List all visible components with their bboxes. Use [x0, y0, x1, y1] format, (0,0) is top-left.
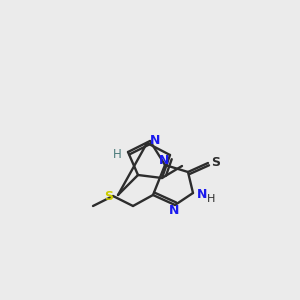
Text: S: S	[104, 190, 113, 202]
Text: N: N	[197, 188, 207, 200]
Text: H: H	[207, 194, 215, 204]
Text: N: N	[169, 205, 179, 218]
Text: S: S	[212, 157, 220, 169]
Text: N: N	[150, 134, 160, 146]
Text: N: N	[159, 154, 169, 166]
Text: H: H	[112, 148, 122, 160]
